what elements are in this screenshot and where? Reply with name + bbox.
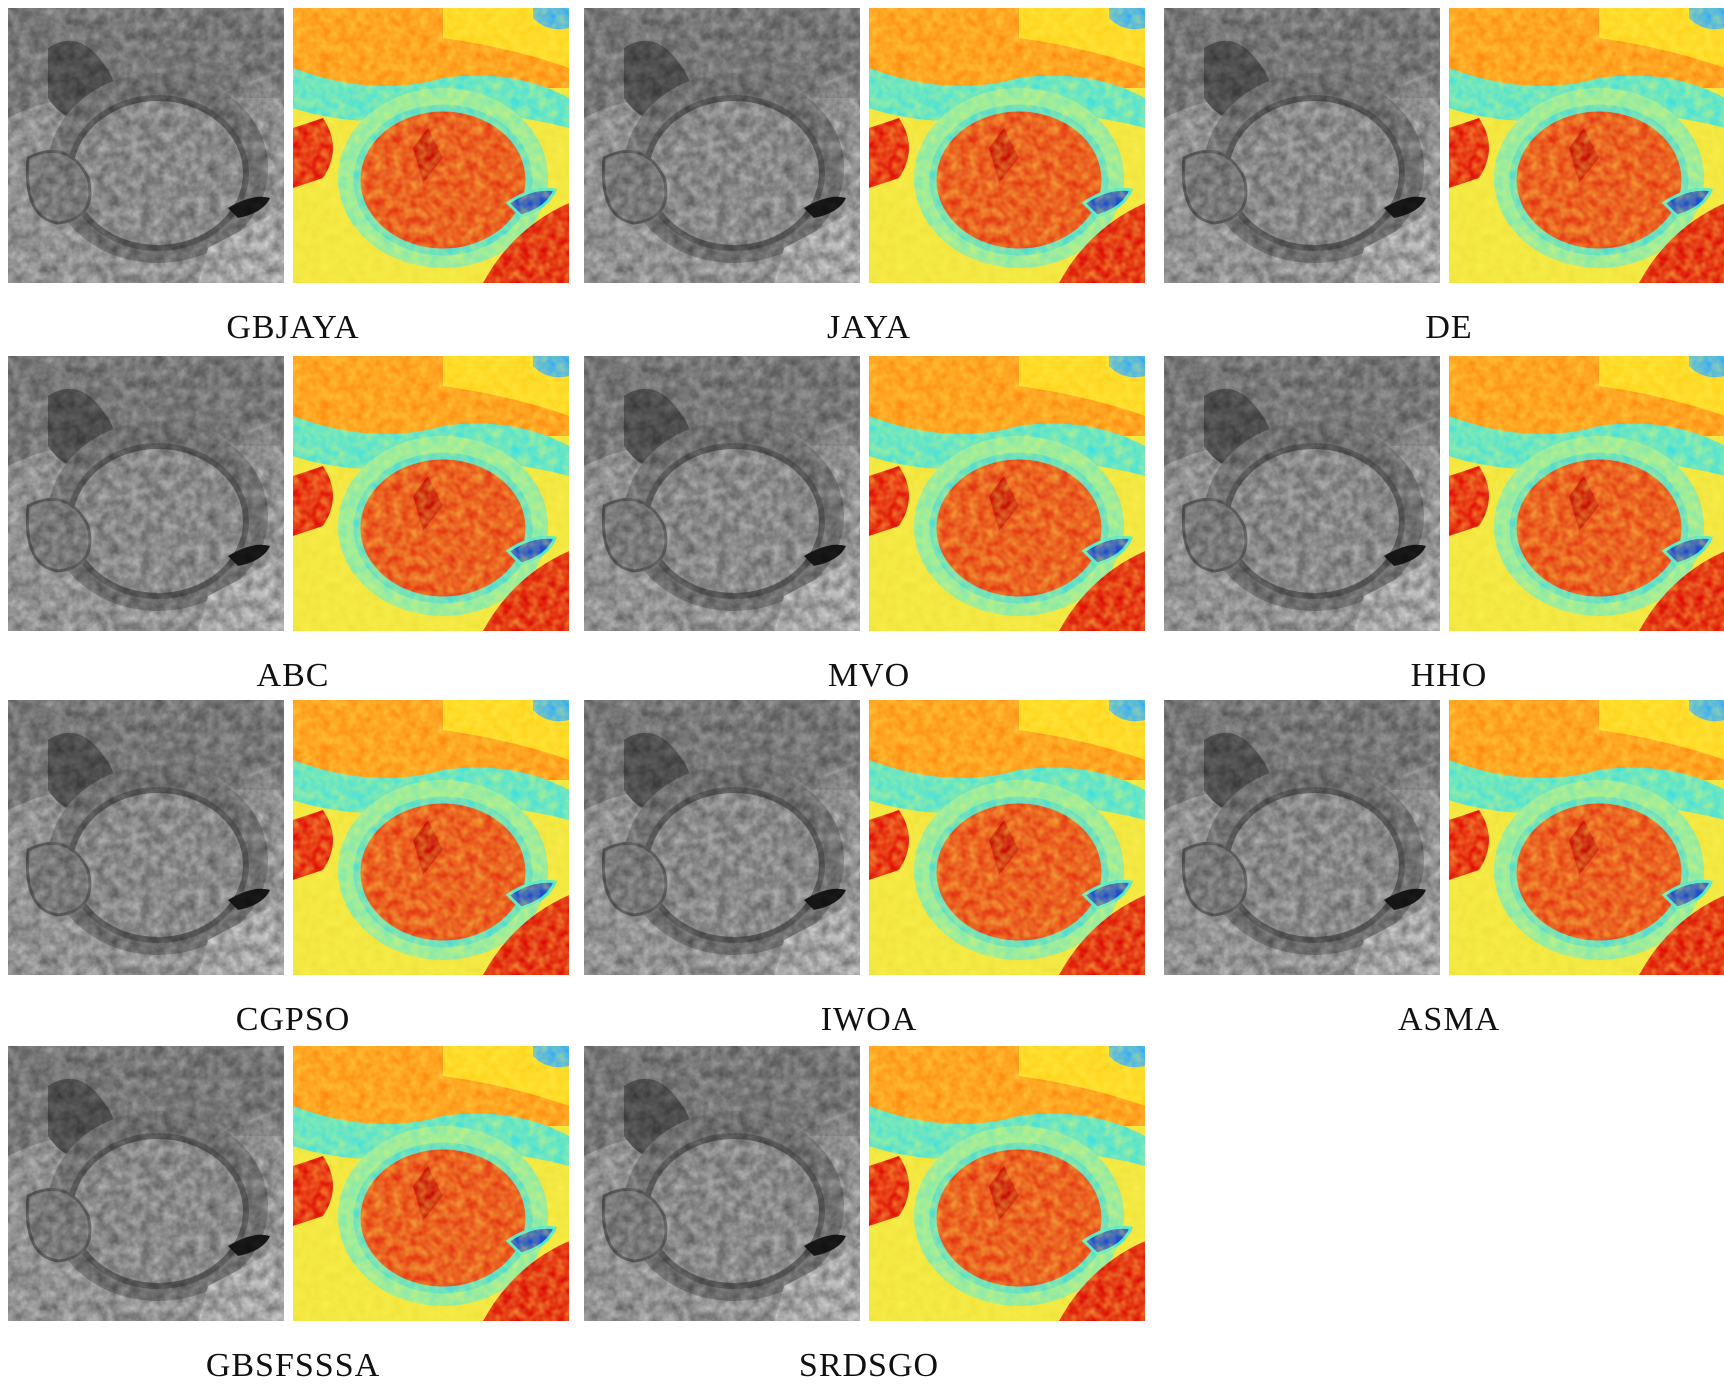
mvo-color-image <box>869 356 1145 631</box>
result-iwoa: IWOA <box>584 700 1144 1040</box>
gbjaya-color-image <box>293 8 569 283</box>
result-gbjaya: GBJAYA <box>8 8 568 348</box>
result-gbsfsssa: GBSFSSSA <box>8 1046 568 1386</box>
abc-gray-image <box>8 356 284 631</box>
cgpso-gray-image <box>8 700 284 975</box>
result-asma: ASMA <box>1164 700 1724 1040</box>
hho-gray-image <box>1164 356 1440 631</box>
iwoa-gray-image <box>584 700 860 975</box>
de-label: DE <box>1425 309 1473 346</box>
cgpso-label: CGPSO <box>235 1001 351 1038</box>
cgpso-color-image <box>293 700 569 975</box>
abc-color-image <box>293 356 569 631</box>
iwoa-color-image <box>869 700 1145 975</box>
asma-color-image <box>1449 700 1724 975</box>
srdsgo-gray-image <box>584 1046 860 1321</box>
mvo-label: MVO <box>827 657 911 694</box>
result-jaya: JAYA <box>584 8 1144 348</box>
result-hho: HHO <box>1164 356 1724 696</box>
jaya-color-image <box>869 8 1145 283</box>
gbsfsssa-label: GBSFSSSA <box>205 1347 381 1384</box>
gbsfsssa-gray-image <box>8 1046 284 1321</box>
hho-color-image <box>1449 356 1724 631</box>
result-cgpso: CGPSO <box>8 700 568 1040</box>
jaya-label: JAYA <box>826 309 911 346</box>
mvo-gray-image <box>584 356 860 631</box>
asma-gray-image <box>1164 700 1440 975</box>
gbsfsssa-color-image <box>293 1046 569 1321</box>
result-de: DE <box>1164 8 1724 348</box>
srdsgo-label: SRDSGO <box>798 1347 940 1384</box>
hho-label: HHO <box>1410 657 1488 694</box>
result-abc: ABC <box>8 356 568 696</box>
de-color-image <box>1449 8 1724 283</box>
gbjaya-label: GBJAYA <box>226 309 360 346</box>
de-gray-image <box>1164 8 1440 283</box>
gbjaya-gray-image <box>8 8 284 283</box>
result-srdsgo: SRDSGO <box>584 1046 1144 1386</box>
jaya-gray-image <box>584 8 860 283</box>
asma-label: ASMA <box>1397 1001 1501 1038</box>
srdsgo-color-image <box>869 1046 1145 1321</box>
result-mvo: MVO <box>584 356 1144 696</box>
iwoa-label: IWOA <box>820 1001 918 1038</box>
abc-label: ABC <box>256 657 330 694</box>
